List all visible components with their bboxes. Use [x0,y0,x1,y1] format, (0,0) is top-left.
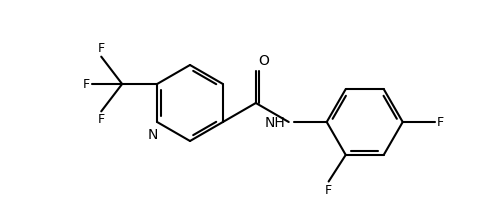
Text: F: F [98,113,105,126]
Text: F: F [325,184,332,197]
Text: N: N [148,128,158,142]
Text: F: F [98,42,105,55]
Text: NH: NH [265,116,286,130]
Text: O: O [258,54,269,68]
Text: F: F [437,116,444,129]
Text: F: F [83,77,90,90]
